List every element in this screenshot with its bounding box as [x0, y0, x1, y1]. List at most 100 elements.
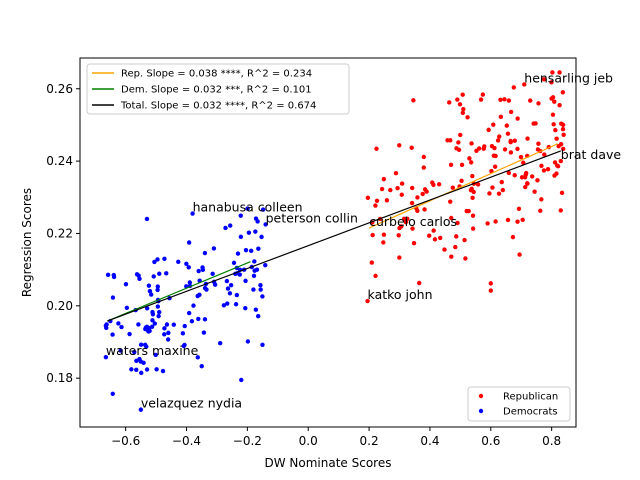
data-point — [502, 97, 507, 102]
data-point — [528, 98, 533, 103]
data-point — [475, 182, 481, 187]
data-point — [243, 305, 248, 311]
data-point — [460, 110, 466, 116]
data-point — [520, 217, 525, 222]
data-point — [225, 301, 230, 306]
data-point — [397, 255, 402, 260]
data-point — [455, 97, 460, 102]
data-point — [156, 313, 161, 319]
data-point — [369, 260, 374, 265]
axes-frame — [79, 57, 577, 428]
x-tick-label: 0.0 — [299, 434, 318, 448]
data-point — [536, 101, 541, 106]
data-point — [517, 252, 522, 257]
legend-box — [86, 63, 350, 115]
data-point — [512, 138, 517, 143]
data-point — [228, 282, 234, 288]
data-point — [224, 278, 230, 284]
data-point — [506, 170, 512, 176]
data-point — [489, 168, 494, 174]
data-point — [519, 175, 525, 180]
data-point — [449, 254, 454, 259]
data-point — [176, 259, 181, 264]
data-point — [110, 295, 116, 300]
data-point — [238, 234, 244, 240]
data-point — [469, 186, 474, 191]
data-point — [560, 146, 566, 152]
data-point — [263, 262, 268, 268]
data-point — [252, 259, 257, 264]
y-axis: 0.18 0.20 0.22 0.24 0.26 — [46, 82, 80, 385]
data-point — [238, 213, 243, 218]
data-point — [409, 185, 415, 191]
data-point — [384, 198, 390, 203]
data-point — [549, 96, 554, 101]
data-point — [550, 112, 556, 117]
x-tick-label: 0.6 — [481, 434, 500, 448]
data-point — [457, 102, 463, 107]
data-point — [253, 229, 258, 234]
data-point — [202, 285, 208, 291]
data-point — [253, 307, 259, 312]
data-point — [497, 134, 502, 139]
data-point — [155, 284, 160, 289]
data-point — [468, 160, 474, 165]
legend-entry: Total. Slope = 0.032 ****, R^2 = 0.674 — [120, 101, 316, 112]
data-point — [522, 82, 527, 87]
x-axis-label: DW Nominate Scores — [265, 456, 392, 470]
data-point — [139, 370, 144, 376]
data-point — [164, 271, 169, 276]
data-point — [495, 138, 501, 143]
data-point — [436, 182, 442, 187]
data-point — [515, 146, 520, 152]
data-point — [118, 348, 123, 353]
data-point — [365, 195, 371, 201]
y-tick-label: 0.26 — [46, 82, 73, 96]
data-point — [166, 330, 171, 336]
data-point — [538, 208, 543, 213]
data-point — [110, 332, 115, 337]
data-point — [525, 136, 530, 141]
data-point — [420, 191, 425, 197]
data-point — [558, 158, 563, 164]
data-point — [557, 103, 562, 108]
data-point — [228, 223, 233, 228]
data-point — [180, 331, 186, 336]
data-point — [487, 191, 492, 196]
data-point — [245, 206, 250, 211]
data-point — [508, 109, 514, 115]
point-annotation: velazquez nydia — [141, 396, 242, 411]
data-point — [233, 302, 239, 307]
regression-line — [107, 150, 561, 322]
data-point — [395, 186, 400, 191]
data-point — [399, 192, 404, 197]
data-point — [556, 143, 561, 149]
data-point — [239, 377, 244, 383]
data-point — [237, 272, 243, 277]
legend-entry: Rep. Slope = 0.038 ****, R^2 = 0.234 — [121, 69, 312, 80]
data-point — [500, 187, 505, 193]
data-point — [522, 175, 528, 180]
data-point — [430, 180, 435, 185]
data-point — [560, 122, 566, 128]
data-point — [415, 195, 420, 200]
y-axis-label: Regression Scores — [20, 188, 34, 297]
data-point — [155, 257, 160, 262]
x-tick-label: −0.2 — [233, 434, 262, 448]
data-point — [138, 407, 144, 412]
data-point — [424, 189, 429, 194]
data-point — [225, 286, 231, 291]
data-point — [134, 367, 139, 372]
data-point — [447, 100, 452, 105]
data-point — [532, 189, 537, 194]
data-point — [486, 127, 491, 133]
data-point — [427, 233, 432, 238]
legend-parties: Republican Democrats — [467, 386, 571, 422]
data-point — [551, 122, 556, 127]
data-point — [524, 181, 530, 186]
data-point — [103, 354, 109, 360]
data-point — [129, 367, 134, 372]
data-point — [138, 342, 144, 347]
data-point — [164, 322, 170, 327]
